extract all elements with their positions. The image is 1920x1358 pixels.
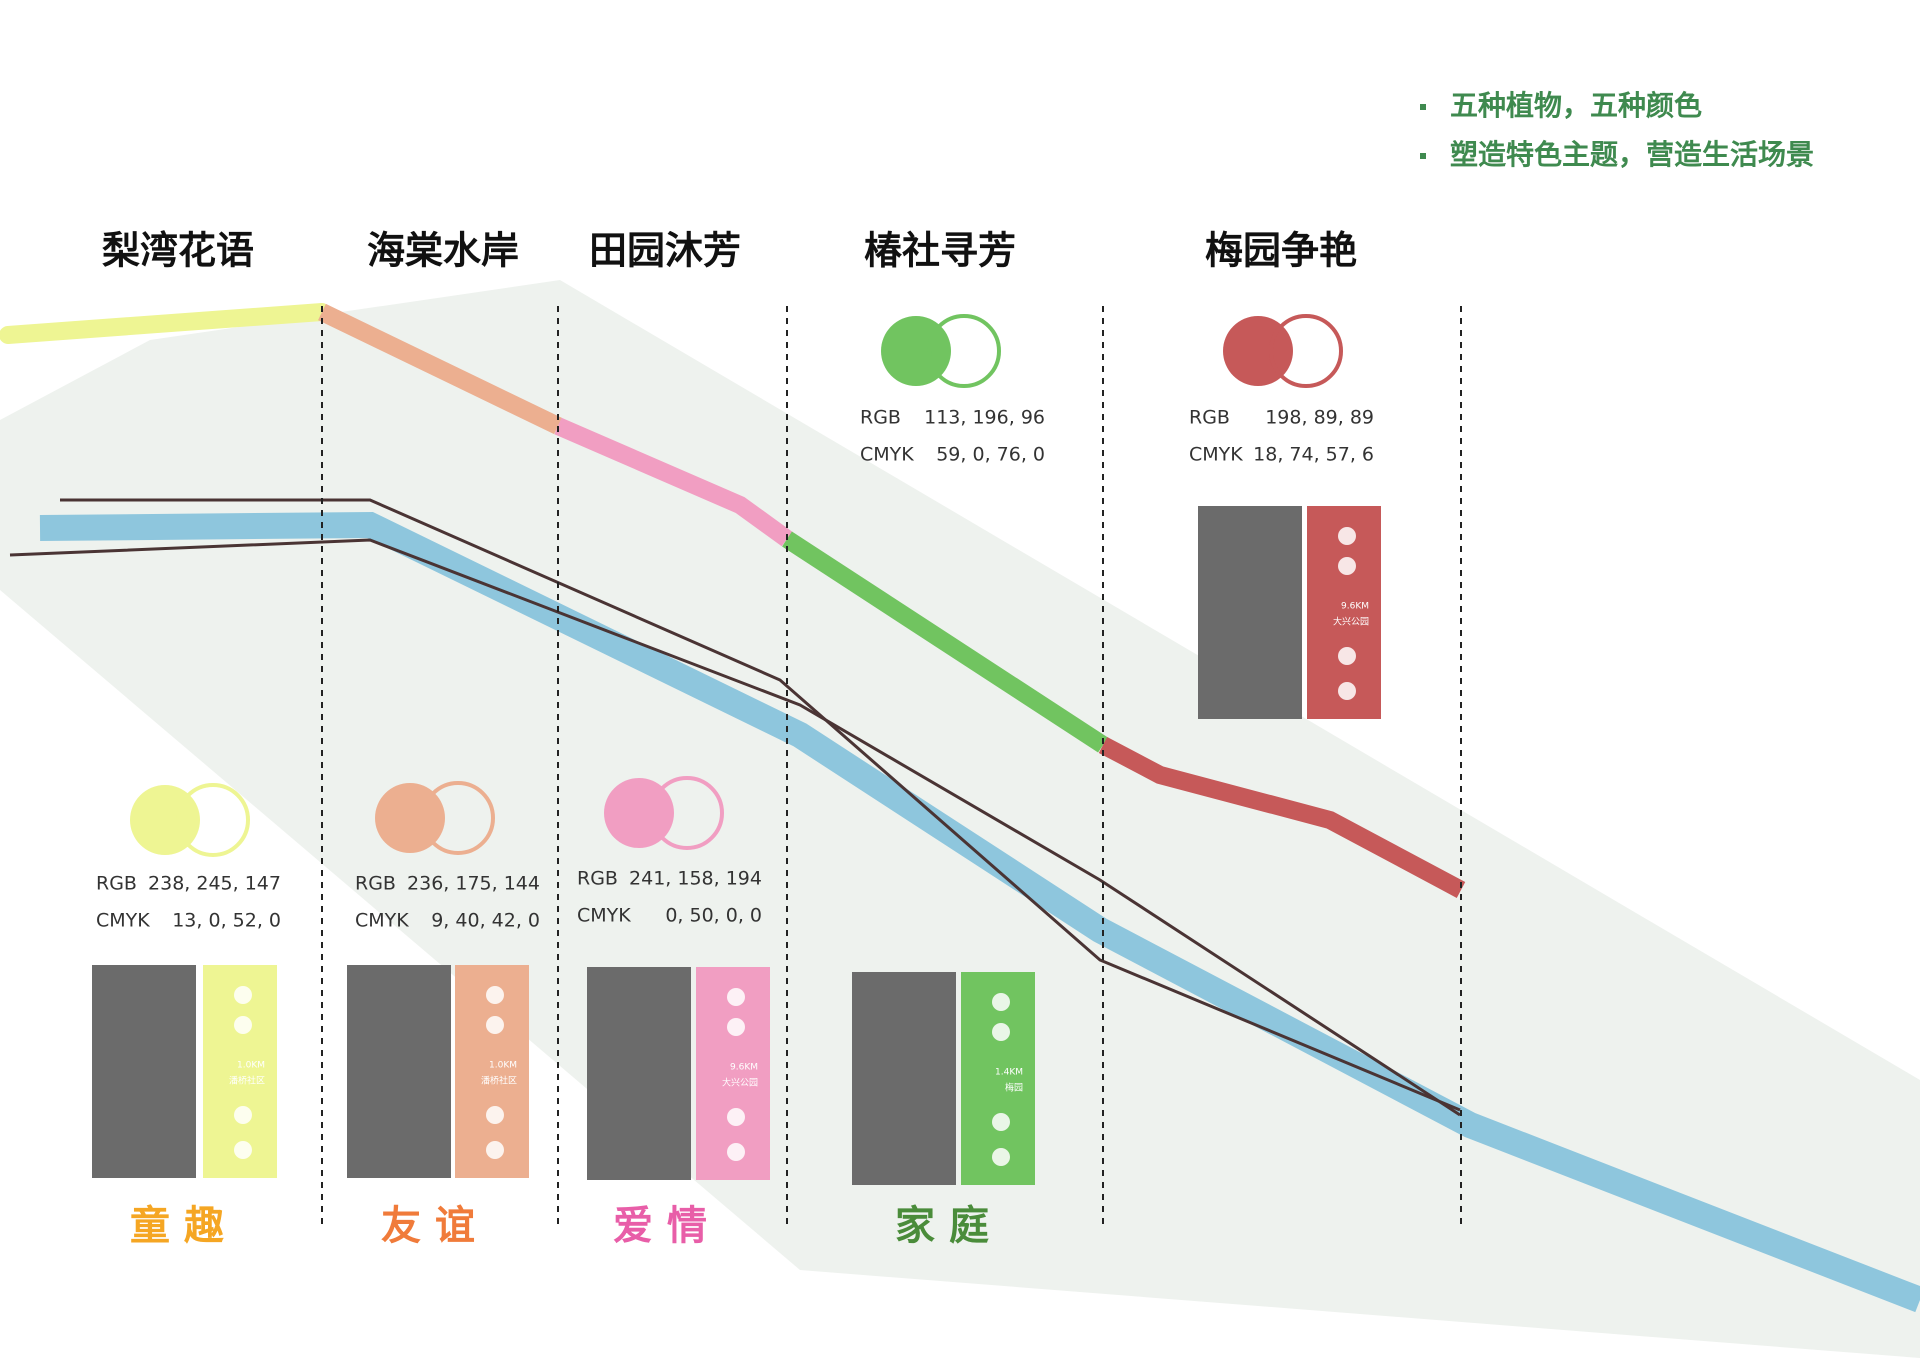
route-segment [782, 531, 1108, 753]
sample-place: 大兴公园 [722, 1077, 758, 1089]
rgb-label: RGB [577, 868, 618, 890]
river [39, 511, 1920, 1313]
sample-place: 潘桥社区 [481, 1075, 517, 1087]
sample-km: 1.4KM [995, 1068, 1023, 1078]
bullet-text: 五种植物，五种颜色 [1450, 89, 1702, 122]
path-line [60, 498, 1461, 1112]
cmyk-value: 59, 0, 76, 0 [936, 444, 1045, 466]
flower-icon [992, 1023, 1010, 1041]
bullet-dot [1420, 104, 1426, 110]
sample-km: 1.0KM [237, 1061, 265, 1071]
cmyk-label: CMYK [96, 910, 150, 932]
zone-title: 梨湾花语 [102, 229, 254, 273]
rgb-label: RGB [355, 873, 396, 895]
rgb-value: 241, 158, 194 [629, 868, 762, 890]
cmyk-value: 18, 74, 57, 6 [1253, 444, 1374, 466]
paving-gray [1198, 506, 1302, 719]
cmyk-label: CMYK [355, 910, 409, 932]
rgb-value: 238, 245, 147 [148, 873, 281, 895]
color-outline [1269, 314, 1343, 388]
flower-icon [727, 1018, 745, 1036]
rgb-value: 198, 89, 89 [1265, 407, 1374, 429]
paving-gray [347, 965, 451, 1178]
route-segment [1098, 737, 1466, 898]
cmyk-label: CMYK [860, 444, 914, 466]
flower-icon [1338, 557, 1356, 575]
route-segment [318, 303, 562, 435]
zone-title: 海棠水岸 [367, 229, 519, 273]
cmyk-label: CMYK [1189, 444, 1243, 466]
flower-icon [727, 988, 745, 1006]
route-segment [554, 417, 793, 547]
route-segment [0, 303, 331, 344]
color-outline [176, 783, 250, 857]
cmyk-value: 9, 40, 42, 0 [431, 910, 540, 932]
flower-icon [727, 1108, 745, 1126]
paving-gray [852, 972, 956, 1185]
cmyk-label: CMYK [577, 905, 631, 927]
paving-gray [587, 967, 691, 1180]
zone-title: 梅园争艳 [1205, 229, 1357, 273]
flower-icon [234, 1106, 252, 1124]
flower-icon [1338, 647, 1356, 665]
bullet-text: 塑造特色主题，营造生活场景 [1450, 138, 1814, 171]
flower-icon [486, 1141, 504, 1159]
flower-icon [486, 1016, 504, 1034]
theme-word: 童趣 [130, 1203, 238, 1249]
bullet-dot [1420, 153, 1426, 159]
flower-icon [992, 1148, 1010, 1166]
theme-word: 爱情 [613, 1203, 721, 1249]
flower-icon [234, 1016, 252, 1034]
theme-word: 友谊 [381, 1203, 489, 1249]
path-line [9, 538, 1461, 1117]
flower-icon [1338, 527, 1356, 545]
flower-icon [234, 1141, 252, 1159]
zone-title: 田园沐芳 [589, 229, 741, 273]
paving-gray [92, 965, 196, 1178]
rgb-label: RGB [96, 873, 137, 895]
cmyk-value: 0, 50, 0, 0 [665, 905, 762, 927]
flower-icon [486, 1106, 504, 1124]
sample-place: 梅园 [1005, 1082, 1023, 1094]
sample-km: 1.0KM [489, 1061, 517, 1071]
flower-icon [1338, 682, 1356, 700]
flower-icon [234, 986, 252, 1004]
rgb-label: RGB [860, 407, 901, 429]
sample-km: 9.6KM [730, 1063, 758, 1073]
flower-icon [486, 986, 504, 1004]
rgb-value: 236, 175, 144 [407, 873, 540, 895]
flower-icon [992, 993, 1010, 1011]
sample-km: 9.6KM [1341, 602, 1369, 612]
theme-word: 家庭 [895, 1203, 1003, 1249]
rgb-value: 113, 196, 96 [924, 407, 1045, 429]
sample-place: 大兴公园 [1333, 616, 1369, 628]
cmyk-value: 13, 0, 52, 0 [172, 910, 281, 932]
rgb-label: RGB [1189, 407, 1230, 429]
zone-title: 椿社寻芳 [864, 229, 1016, 273]
sample-place: 潘桥社区 [229, 1075, 265, 1087]
color-outline [927, 314, 1001, 388]
flower-icon [727, 1143, 745, 1161]
color-outline [650, 776, 724, 850]
color-outline [421, 781, 495, 855]
flower-icon [992, 1113, 1010, 1131]
